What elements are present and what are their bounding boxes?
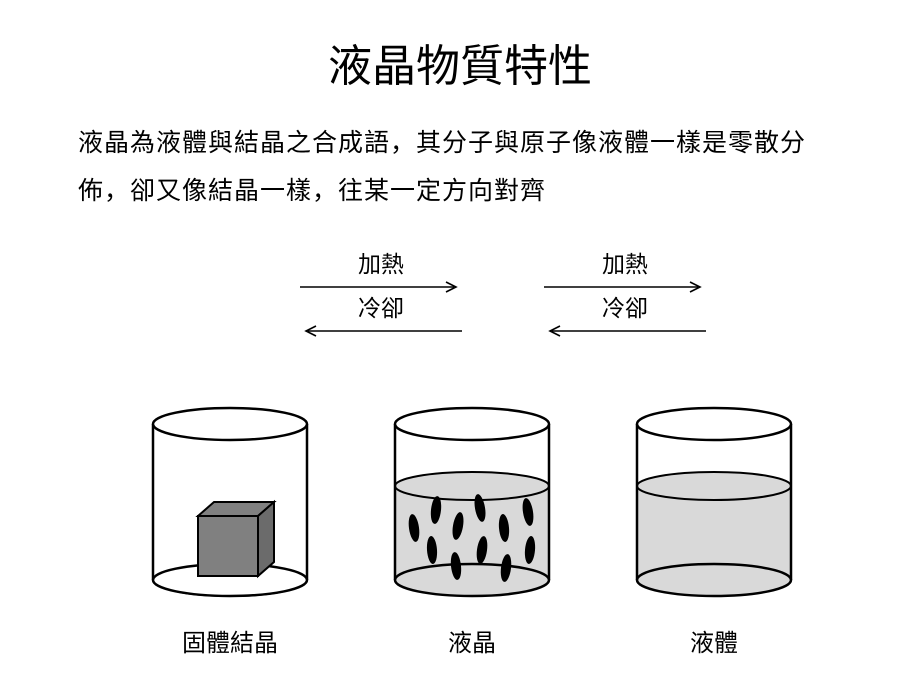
arrow-right-icon (296, 280, 466, 294)
beaker-caption: 液晶 (372, 623, 572, 658)
arrow-right-icon (540, 280, 710, 294)
beaker-liquid: 液體 (614, 400, 814, 658)
heat-label: 加熱 (530, 250, 720, 280)
arrow-left-icon (296, 324, 466, 338)
beaker-liquid-crystal: 液晶 (372, 400, 572, 658)
solid-cube-icon (198, 502, 274, 576)
page-title: 液晶物質特性 (0, 30, 920, 94)
arrow-left-icon (540, 324, 710, 338)
cool-label: 冷卻 (286, 294, 476, 324)
beaker-caption: 液體 (614, 623, 814, 658)
description-text: 液晶為液體與結晶之合成語，其分子與原子像液體一樣是零散分佈，卻又像結晶一樣，往某… (78, 120, 842, 216)
beaker-liquid-svg (624, 400, 804, 600)
beaker-solid-svg (140, 400, 320, 600)
beaker-solid-crystal: 固體結晶 (130, 400, 330, 658)
transition-arrows-right: 加熱 冷卻 (530, 250, 720, 338)
beaker-lc-svg (382, 400, 562, 600)
beaker-caption: 固體結晶 (130, 623, 330, 658)
heat-label: 加熱 (286, 250, 476, 280)
cool-label: 冷卻 (530, 294, 720, 324)
transition-arrows-left: 加熱 冷卻 (286, 250, 476, 338)
slide-root: 液晶物質特性 液晶為液體與結晶之合成語，其分子與原子像液體一樣是零散分佈，卻又像… (0, 0, 920, 690)
